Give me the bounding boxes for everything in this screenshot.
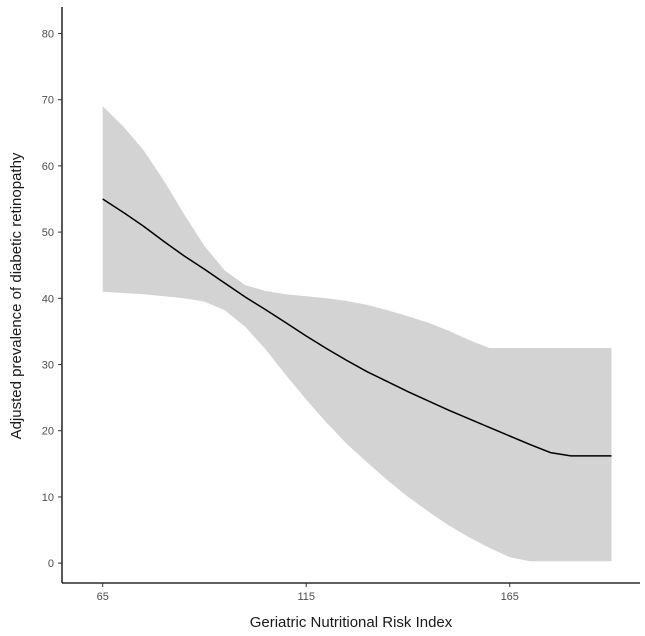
y-tick-label: 80	[42, 28, 54, 40]
y-tick-label: 20	[42, 426, 54, 438]
plot-area	[102, 106, 612, 562]
fitted-line	[102, 198, 612, 457]
y-axis-title: Adjusted prevalence of diabetic retinopa…	[8, 152, 25, 439]
x-tick-label: 165	[501, 591, 519, 603]
y-tick-label: 0	[48, 558, 54, 570]
x-axis-title: Geriatric Nutritional Risk Index	[250, 614, 453, 631]
x-axis: 65 115 165	[62, 582, 640, 603]
x-tick-label: 65	[97, 591, 109, 603]
y-tick-label: 30	[42, 360, 54, 372]
y-tick-label: 10	[42, 492, 54, 504]
y-tick-label: 70	[42, 95, 54, 107]
y-tick-label: 60	[42, 161, 54, 173]
y-axis: 0 10 20 30 40 50 60 70 80	[42, 7, 63, 583]
y-tick-label: 50	[42, 227, 54, 239]
confidence-band	[102, 106, 612, 562]
x-tick-label: 115	[297, 591, 315, 603]
y-tick-label: 40	[42, 293, 54, 305]
